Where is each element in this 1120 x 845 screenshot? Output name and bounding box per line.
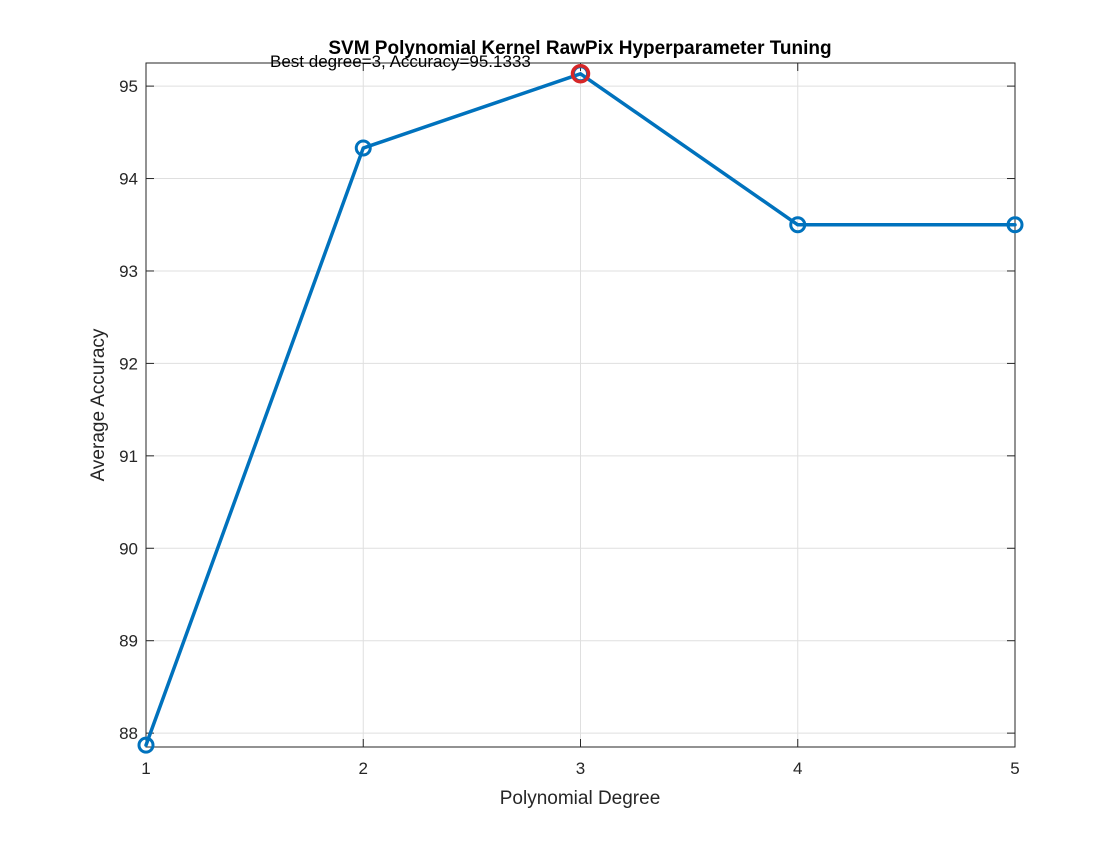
- axes: 1 2 3 4 5 88 89 90 91 92 93 94 95: [119, 62, 1020, 778]
- series: [144, 72, 1017, 747]
- data-point: [789, 216, 807, 234]
- x-axis-label: Polynomial Degree: [500, 788, 661, 809]
- data-point: [1006, 216, 1024, 234]
- x-tick-label: 1: [141, 759, 150, 778]
- data-point: [137, 736, 155, 754]
- y-tick-label: 94: [119, 170, 138, 189]
- x-tick-label: 5: [1010, 759, 1019, 778]
- axes-box: [145, 62, 1016, 748]
- best-annotation: Best degree=3, Accuracy=95.1333: [270, 52, 531, 71]
- markers: [137, 64, 1024, 754]
- x-tick-label: 3: [576, 759, 585, 778]
- y-tick-label: 90: [119, 539, 138, 558]
- series-line: [144, 72, 1017, 747]
- y-tick-label: 91: [119, 447, 138, 466]
- y-tick-label: 95: [119, 77, 138, 96]
- y-tick-label: 93: [119, 262, 138, 281]
- best-point-marker: [570, 64, 591, 84]
- x-tick-label: 4: [793, 759, 802, 778]
- y-tick-label: 88: [119, 724, 138, 743]
- x-tick-label: 2: [359, 759, 368, 778]
- chart-title: SVM Polynomial Kernel RawPix Hyperparame…: [328, 38, 831, 59]
- y-tick-label: 92: [119, 354, 138, 373]
- y-tick-label: 89: [119, 632, 138, 651]
- y-axis-label: Average Accuracy: [88, 328, 109, 481]
- data-point: [354, 139, 372, 157]
